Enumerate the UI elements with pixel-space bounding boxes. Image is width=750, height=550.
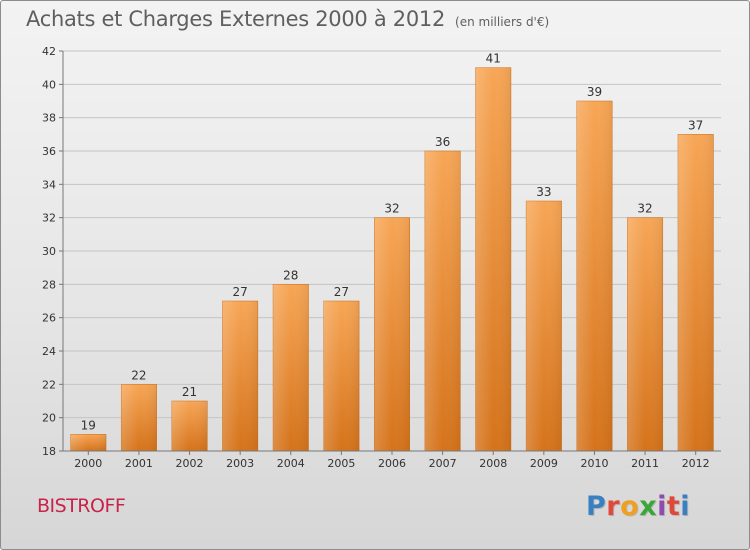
logo-letter: P bbox=[586, 491, 607, 522]
proxiti-logo[interactable]: Proxiti bbox=[586, 491, 690, 522]
x-tick-label: 2004 bbox=[277, 457, 305, 470]
value-label: 19 bbox=[81, 418, 96, 432]
value-label: 22 bbox=[131, 368, 146, 382]
bar-shade bbox=[374, 217, 410, 451]
logo-letter: x bbox=[639, 491, 658, 522]
y-tick-label: 22 bbox=[42, 378, 56, 391]
bar-shade bbox=[273, 284, 309, 451]
x-tick-label: 2005 bbox=[327, 457, 355, 470]
y-tick-label: 20 bbox=[42, 412, 56, 425]
x-tick-label: 2011 bbox=[631, 457, 659, 470]
bar-shade bbox=[121, 384, 157, 451]
commune-name: BISTROFF bbox=[37, 495, 126, 517]
value-label: 32 bbox=[637, 202, 652, 216]
y-tick-label: 18 bbox=[42, 445, 56, 458]
title-text: Achats et Charges Externes 2000 à 2012 bbox=[26, 7, 446, 31]
bar-shade bbox=[627, 217, 663, 451]
y-tick-label: 42 bbox=[42, 45, 56, 58]
y-tick-label: 34 bbox=[42, 178, 56, 191]
bar-shade bbox=[424, 151, 461, 451]
bar-shade bbox=[222, 301, 258, 451]
logo-letter: i bbox=[657, 491, 667, 522]
x-tick-label: 2006 bbox=[378, 457, 406, 470]
y-tick-label: 28 bbox=[42, 278, 56, 291]
x-tick-label: 2003 bbox=[226, 457, 254, 470]
y-tick-label: 30 bbox=[42, 245, 56, 258]
logo-letter: t bbox=[666, 491, 681, 522]
chart-title: Achats et Charges Externes 2000 à 2012 (e… bbox=[26, 7, 549, 31]
chart-subtitle: (en milliers d'€) bbox=[455, 15, 550, 29]
bar-shade bbox=[323, 301, 360, 451]
x-tick-label: 2010 bbox=[580, 457, 608, 470]
x-tick-label: 2008 bbox=[479, 457, 507, 470]
x-tick-label: 2002 bbox=[176, 457, 204, 470]
y-tick-label: 24 bbox=[42, 345, 56, 358]
axes: 18 20 22 24 26 28 30 32 34 36 38 40 42 2000 2001 2002 20… bbox=[42, 45, 721, 470]
y-tick-label: 40 bbox=[42, 78, 56, 91]
y-tick-label: 32 bbox=[42, 212, 56, 225]
value-label: 33 bbox=[536, 185, 551, 199]
x-tick-label: 2009 bbox=[530, 457, 558, 470]
y-tick-label: 26 bbox=[42, 312, 56, 325]
value-label: 37 bbox=[688, 118, 703, 132]
bar-shade bbox=[677, 134, 714, 452]
x-tick-label: 2001 bbox=[125, 457, 153, 470]
x-tick-label: 2000 bbox=[74, 457, 102, 470]
bars: 19 22 21 27 28 27 32 36 41 33 39 32 37 bbox=[70, 52, 714, 452]
value-label: 27 bbox=[334, 285, 349, 299]
value-label: 32 bbox=[384, 202, 399, 216]
bar-shade bbox=[70, 434, 107, 451]
bar-shade bbox=[576, 101, 613, 451]
logo-letter: o bbox=[620, 491, 640, 522]
x-tick-label: 2007 bbox=[429, 457, 457, 470]
value-label: 41 bbox=[486, 52, 501, 66]
value-label: 28 bbox=[283, 268, 298, 282]
y-tick-label: 36 bbox=[42, 145, 56, 158]
logo-letter: r bbox=[606, 491, 621, 522]
value-label: 39 bbox=[587, 85, 602, 99]
value-label: 36 bbox=[435, 135, 450, 149]
bar-shade bbox=[475, 67, 511, 452]
value-label: 21 bbox=[182, 385, 197, 399]
bar-shade bbox=[526, 201, 562, 451]
value-label: 27 bbox=[233, 285, 248, 299]
x-tick-label: 2012 bbox=[682, 457, 710, 470]
logo-letter: i bbox=[680, 491, 691, 522]
y-tick-label: 38 bbox=[42, 112, 56, 125]
bar-shade bbox=[171, 401, 208, 451]
